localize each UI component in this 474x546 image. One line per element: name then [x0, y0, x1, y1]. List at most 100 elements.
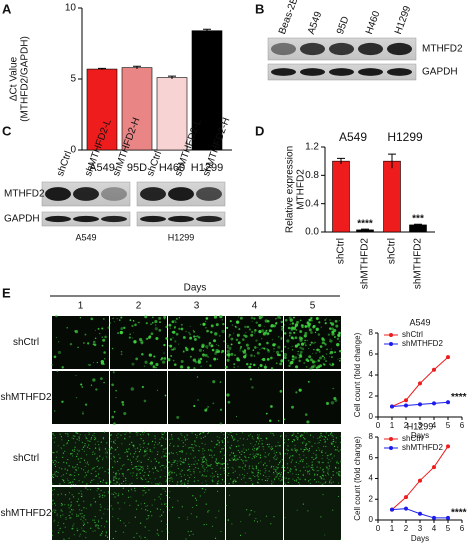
cell: [213, 339, 216, 343]
cell: [138, 460, 140, 462]
cell: [316, 348, 319, 352]
cell: [58, 529, 60, 532]
cell: [202, 450, 204, 452]
cell: [58, 341, 60, 343]
cell: [237, 341, 241, 345]
cell: [147, 510, 149, 512]
cell: [321, 469, 324, 472]
group-label: A549: [75, 232, 96, 242]
cell: [101, 532, 103, 535]
cell: [75, 469, 77, 471]
cell: [244, 460, 246, 462]
cell: [168, 453, 170, 455]
cell: [234, 325, 237, 328]
y-tick-label: 6: [369, 453, 374, 462]
cell: [308, 480, 310, 482]
cell: [109, 447, 111, 450]
cell: [105, 535, 107, 537]
cell: [102, 479, 104, 481]
cell: [216, 343, 218, 346]
y-tick-label: 0.8: [305, 170, 319, 181]
cell: [51, 433, 53, 435]
cell: [242, 460, 244, 462]
cell: [94, 337, 97, 340]
cell: [101, 531, 104, 533]
cell: [260, 437, 262, 440]
cell: [148, 434, 150, 436]
cell: [110, 458, 112, 460]
band: [358, 42, 383, 56]
cell: [241, 432, 244, 434]
cell: [51, 500, 53, 502]
cell: [112, 441, 115, 443]
cell: [72, 525, 74, 527]
cell: [157, 470, 159, 472]
cell: [206, 330, 209, 333]
cell: [84, 443, 86, 445]
cell: [124, 433, 126, 435]
cell: [110, 446, 112, 448]
cell: [100, 377, 103, 380]
cell: [145, 505, 147, 507]
cell: [132, 444, 134, 446]
cell: [264, 364, 266, 366]
cell: [65, 433, 67, 435]
cell: [115, 389, 117, 392]
cell: [305, 446, 307, 448]
cell: [69, 342, 73, 346]
cell: [62, 456, 64, 458]
cell: [158, 496, 160, 498]
cell: [181, 434, 183, 436]
cell: [97, 440, 99, 443]
cell: [323, 478, 325, 480]
cell: [62, 474, 65, 476]
cell: [168, 474, 170, 476]
cell: [304, 342, 306, 344]
cell: [148, 353, 152, 357]
cell: [204, 469, 206, 471]
cell: [78, 504, 80, 506]
cell: [148, 471, 151, 473]
cell: [235, 459, 237, 461]
cell: [233, 332, 235, 334]
cell: [229, 454, 231, 456]
cell: [158, 442, 161, 444]
cell: [180, 475, 182, 478]
cell: [77, 458, 79, 460]
cell: [315, 481, 317, 483]
cell: [255, 441, 258, 443]
cell: [103, 513, 105, 515]
cell: [147, 433, 149, 435]
cell: [54, 511, 56, 513]
cell: [239, 456, 241, 458]
cell: [118, 473, 121, 475]
cell: [302, 436, 305, 439]
cell: [79, 457, 81, 459]
cell: [289, 334, 291, 337]
cell: [306, 323, 311, 328]
cell: [283, 466, 286, 469]
cell: [253, 438, 255, 440]
cell: [332, 438, 334, 441]
cell: [281, 479, 283, 481]
cell: [217, 476, 219, 478]
cell: [308, 465, 310, 467]
cell: [197, 336, 201, 339]
cell: [82, 524, 85, 526]
cell: [64, 450, 66, 452]
cell: [120, 327, 124, 331]
cell: [164, 448, 166, 450]
cell: [284, 516, 286, 519]
cell: [187, 486, 189, 488]
cell: [223, 462, 225, 465]
cell: [159, 515, 161, 518]
cell: [296, 509, 298, 511]
cell: [270, 356, 273, 360]
y-tick-label: 1.2: [305, 142, 319, 153]
cell: [321, 483, 323, 485]
cell: [297, 350, 299, 353]
cell: [279, 435, 282, 437]
cell: [273, 516, 275, 518]
cell: [169, 491, 171, 493]
cell: [114, 449, 116, 451]
